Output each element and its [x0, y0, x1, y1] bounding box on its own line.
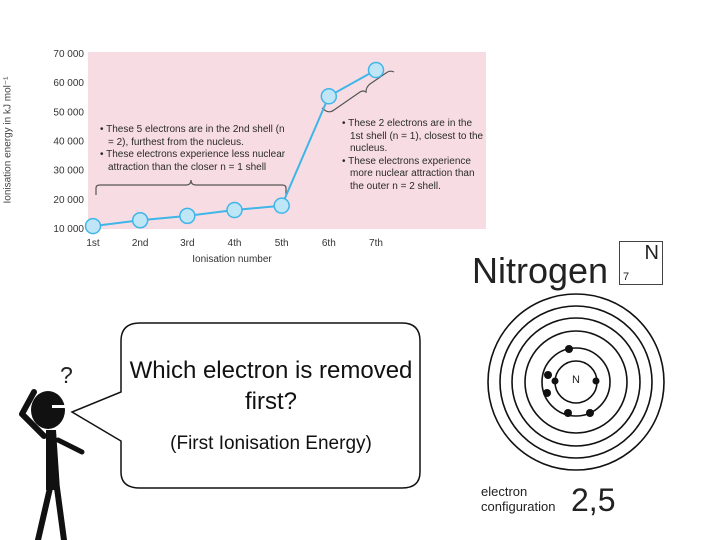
- y-axis-ticks: 10 000 20 000 30 000 40 000 50 000 60 000 70 0…: [53, 49, 84, 235]
- y-tick-label: 70 000: [53, 49, 84, 60]
- ionisation-energy-chart: 10 000 20 000 30 000 40 000 50 000 60 000 70 0…: [53, 49, 486, 249]
- electron: [565, 345, 573, 353]
- x-tick-label: 6th: [322, 238, 336, 249]
- figure-head: [31, 391, 65, 429]
- electron-configuration-value: 2,5: [571, 482, 616, 518]
- electron: [586, 409, 594, 417]
- electron-configuration-label-line2: configuration: [481, 499, 556, 514]
- electron: [543, 389, 551, 397]
- figure-arm: [55, 437, 85, 455]
- x-tick-label: 4th: [228, 238, 242, 249]
- y-tick-label: 10 000: [53, 224, 84, 235]
- x-tick-label: 3rd: [180, 238, 194, 249]
- electron: [551, 377, 559, 385]
- annotation-right: • These 2 electrons are in the 1st shell…: [342, 118, 484, 193]
- question-mark: ?: [60, 362, 73, 388]
- data-point: [84, 217, 102, 235]
- data-point: [179, 207, 196, 225]
- electron-configuration-label-line1: electron: [481, 484, 528, 499]
- data-point: [367, 61, 385, 79]
- data-point: [320, 88, 338, 105]
- x-tick-label: 1st: [86, 238, 100, 249]
- x-tick-label: 5th: [275, 238, 289, 249]
- electron: [564, 409, 572, 417]
- data-point: [131, 212, 149, 229]
- annotation-left-1: • These 5 electrons are in the 2nd shell…: [100, 124, 285, 148]
- data-point: [226, 201, 243, 219]
- figure-arm: [19, 389, 47, 439]
- annotation-left-2: • These electrons experience less nuclea…: [100, 149, 286, 173]
- figure-leg: [35, 485, 53, 540]
- y-tick-label: 40 000: [53, 137, 84, 148]
- y-tick-label: 30 000: [53, 166, 84, 177]
- y-tick-label: 50 000: [53, 107, 84, 118]
- speech-bubble-text: Which electron is removed first? (First …: [122, 355, 420, 457]
- element-symbol-box: N 7: [619, 241, 663, 285]
- x-axis-label: Ionisation number: [192, 254, 272, 265]
- x-axis-ticks: 1st 2nd 3rd 4th 5th 6th 7th: [86, 238, 383, 249]
- electron-configuration-label: electron configuration: [481, 484, 571, 514]
- y-tick-label: 20 000: [53, 195, 84, 206]
- x-tick-label: 2nd: [132, 238, 149, 249]
- y-tick-label: 60 000: [53, 78, 84, 89]
- element-name: Nitrogen: [472, 250, 609, 291]
- figure-eye: [52, 405, 66, 408]
- left-brace: [95, 179, 287, 195]
- annotation-left: • These 5 electrons are in the 2nd shell…: [100, 124, 290, 174]
- data-point: [273, 197, 290, 214]
- x-tick-label: 7th: [369, 238, 383, 249]
- atomic-number: 7: [623, 271, 630, 283]
- annotation-right-1: • These 2 electrons are in the 1st shell…: [342, 118, 484, 154]
- y-axis-label: Ionisation energy in kJ mol⁻¹: [2, 76, 14, 204]
- nucleus-label: N: [572, 374, 580, 386]
- figure-body: [46, 430, 60, 490]
- electron: [592, 377, 600, 385]
- annotation-right-2: • These electrons experience more nuclea…: [342, 155, 475, 192]
- speech-question: Which electron is removed first?: [129, 357, 413, 415]
- element-symbol: N: [644, 242, 659, 264]
- right-brace: [321, 70, 395, 113]
- electron: [544, 371, 552, 379]
- speech-subtitle: (First Ionisation Energy): [170, 433, 372, 454]
- series-markers: [84, 61, 385, 235]
- figure-leg: [54, 485, 67, 540]
